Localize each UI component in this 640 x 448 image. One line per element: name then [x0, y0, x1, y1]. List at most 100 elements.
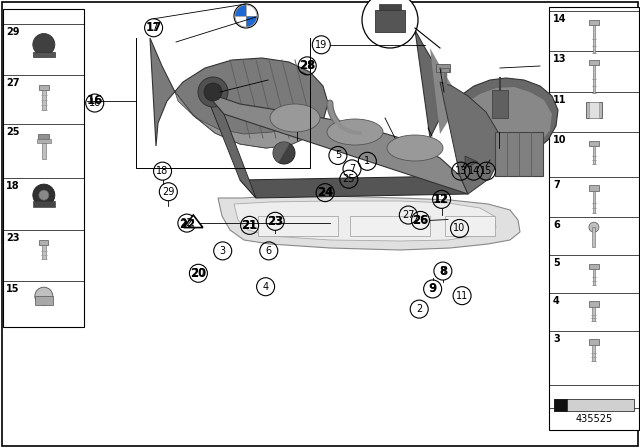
Bar	[593, 65, 595, 94]
Ellipse shape	[270, 104, 320, 132]
Text: 10: 10	[553, 135, 566, 145]
Polygon shape	[205, 92, 468, 194]
Text: 9: 9	[429, 282, 436, 296]
Polygon shape	[554, 399, 567, 411]
Bar	[441, 68, 449, 72]
Wedge shape	[246, 16, 257, 27]
Bar	[495, 132, 543, 176]
Text: 3: 3	[553, 335, 560, 345]
Wedge shape	[235, 16, 246, 27]
Text: 10: 10	[453, 224, 466, 233]
Text: 27: 27	[6, 78, 20, 88]
Text: 25: 25	[6, 127, 20, 138]
Polygon shape	[465, 156, 478, 168]
Text: 15: 15	[480, 166, 493, 176]
Bar	[589, 60, 599, 65]
Polygon shape	[205, 92, 256, 198]
Text: 26: 26	[414, 215, 427, 225]
Bar	[492, 90, 508, 118]
Text: 16: 16	[88, 98, 101, 108]
Text: 21: 21	[241, 219, 258, 232]
Text: 11: 11	[456, 291, 468, 301]
Text: 22: 22	[179, 217, 195, 231]
Circle shape	[362, 0, 418, 48]
Text: 5: 5	[553, 258, 560, 268]
Polygon shape	[240, 176, 468, 198]
Text: 29: 29	[6, 26, 20, 37]
Bar	[593, 269, 595, 285]
Bar	[593, 25, 595, 53]
Wedge shape	[235, 5, 246, 16]
Text: 28: 28	[299, 59, 316, 73]
Bar	[37, 139, 51, 143]
Text: 23: 23	[6, 233, 20, 243]
Polygon shape	[175, 92, 323, 148]
Polygon shape	[415, 30, 558, 154]
Text: 12: 12	[435, 194, 448, 204]
Bar	[445, 216, 495, 236]
Text: 21: 21	[243, 220, 256, 230]
Text: 19: 19	[315, 40, 328, 50]
Polygon shape	[430, 48, 552, 150]
Text: 20: 20	[192, 268, 205, 278]
Text: 4: 4	[553, 297, 560, 306]
Bar	[375, 10, 405, 32]
Text: 9: 9	[429, 284, 436, 294]
Bar	[33, 201, 55, 207]
Polygon shape	[234, 201, 496, 241]
Text: !: !	[191, 219, 195, 228]
Text: 7: 7	[553, 180, 560, 190]
Text: 23: 23	[267, 215, 284, 228]
Circle shape	[273, 142, 295, 164]
Text: 5: 5	[335, 151, 341, 160]
Text: 8: 8	[440, 266, 446, 276]
Text: 18: 18	[156, 166, 169, 176]
Text: 3: 3	[220, 246, 226, 256]
Text: 20: 20	[190, 267, 207, 280]
Circle shape	[33, 34, 55, 56]
Text: 29: 29	[162, 187, 175, 197]
Bar	[42, 90, 46, 110]
Bar	[379, 4, 401, 10]
Text: 24: 24	[317, 186, 333, 199]
Text: 6: 6	[266, 246, 272, 256]
Wedge shape	[273, 142, 289, 163]
Bar	[42, 245, 46, 258]
Text: 23: 23	[269, 216, 282, 226]
Text: 1: 1	[364, 156, 371, 166]
Text: 27: 27	[402, 210, 415, 220]
Bar	[35, 296, 53, 305]
Bar	[33, 52, 55, 56]
Text: 14: 14	[467, 166, 480, 176]
Bar	[38, 134, 49, 139]
Bar	[436, 64, 450, 72]
Text: 13: 13	[454, 166, 467, 176]
Text: 12: 12	[432, 193, 449, 206]
Polygon shape	[440, 82, 500, 194]
Bar	[589, 141, 599, 146]
Text: 26: 26	[412, 214, 429, 227]
Bar	[589, 20, 599, 25]
Text: 11: 11	[553, 95, 566, 105]
Wedge shape	[246, 5, 257, 16]
Bar	[589, 340, 599, 345]
Text: 22: 22	[180, 218, 193, 228]
Ellipse shape	[387, 135, 443, 161]
Text: 17: 17	[147, 23, 160, 33]
Circle shape	[234, 4, 258, 28]
Bar	[593, 227, 595, 247]
Bar	[258, 216, 338, 236]
Text: 6: 6	[553, 220, 560, 230]
Polygon shape	[184, 215, 203, 228]
Polygon shape	[554, 399, 634, 411]
Circle shape	[33, 184, 55, 206]
Circle shape	[198, 77, 228, 107]
Bar	[549, 7, 639, 430]
Polygon shape	[150, 38, 328, 148]
Bar	[350, 216, 430, 236]
Bar	[593, 191, 595, 213]
Text: 7: 7	[349, 164, 355, 174]
Text: 13: 13	[553, 55, 566, 65]
Bar	[586, 102, 602, 118]
Text: 24: 24	[319, 188, 332, 198]
